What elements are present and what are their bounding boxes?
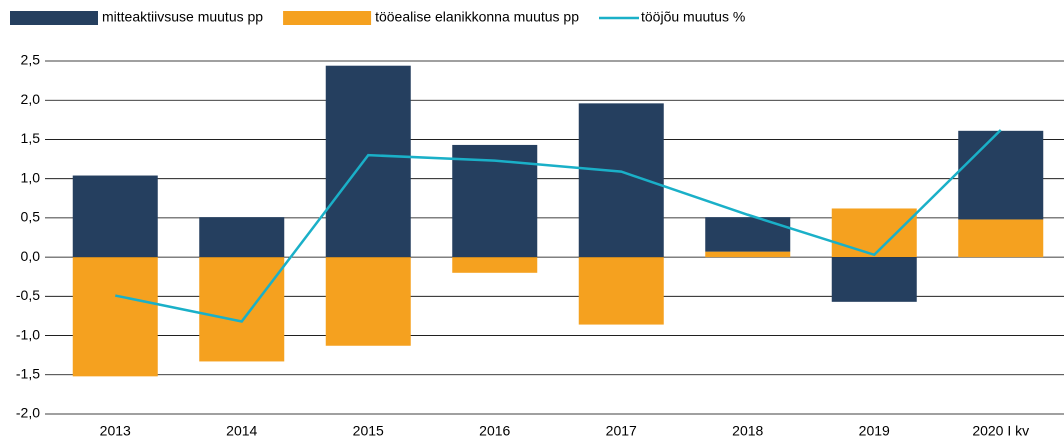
- bar: [199, 257, 285, 362]
- bar: [578, 103, 664, 258]
- bar: [72, 257, 158, 377]
- x-tick-label: 2020 I kv: [972, 423, 1029, 439]
- bar: [958, 219, 1044, 258]
- x-tick-label: 2018: [732, 423, 763, 439]
- x-tick-label: 2013: [100, 423, 131, 439]
- y-tick-label: -1,0: [16, 326, 40, 342]
- line: [114, 129, 1002, 323]
- x-tick-label: 2016: [479, 423, 510, 439]
- y-tick-label: 0,5: [21, 209, 41, 225]
- bar: [325, 257, 411, 346]
- x-tick-label: 2017: [606, 423, 637, 439]
- bar: [199, 217, 285, 258]
- bar: [452, 257, 538, 273]
- legend-swatch: [10, 11, 98, 25]
- y-tick-label: -1,5: [16, 365, 40, 381]
- y-tick-label: 2,5: [21, 52, 41, 68]
- bar: [958, 130, 1044, 220]
- x-tick-label: 2014: [226, 423, 257, 439]
- bar: [831, 208, 917, 258]
- x-tick-label: 2019: [859, 423, 890, 439]
- y-tick-label: 1,5: [21, 130, 41, 146]
- bar: [72, 175, 158, 258]
- legend-swatch: [283, 11, 372, 25]
- y-tick-label: 2,0: [21, 91, 41, 107]
- legend-label: tööjõu muutus %: [641, 9, 745, 25]
- bar: [705, 217, 791, 252]
- y-tick-label: 0,0: [21, 248, 41, 264]
- y-tick-label: -0,5: [16, 287, 40, 303]
- bar: [705, 251, 791, 258]
- bar: [578, 257, 664, 325]
- y-tick-label: 1,0: [21, 169, 41, 185]
- legend-label: tööealise elanikkonna muutus pp: [375, 9, 579, 25]
- bar: [325, 65, 411, 258]
- bar: [831, 257, 917, 302]
- x-tick-label: 2015: [353, 423, 384, 439]
- legend-label: mitteaktiivsuse muutus pp: [102, 9, 263, 25]
- y-tick-label: -2,0: [16, 405, 40, 421]
